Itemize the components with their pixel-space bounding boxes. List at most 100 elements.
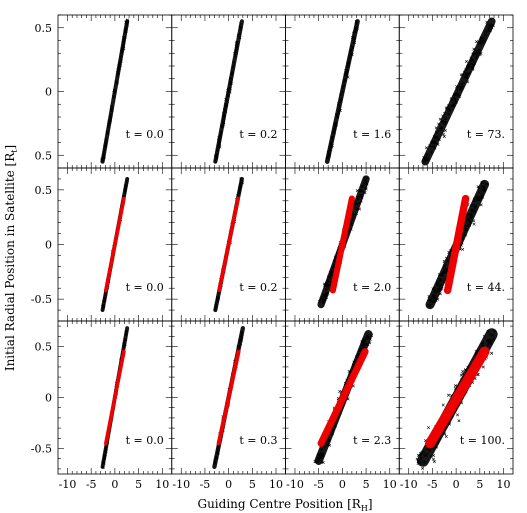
data-point xyxy=(444,434,448,439)
data-point xyxy=(481,365,485,369)
stripped-segment xyxy=(443,194,470,295)
time-label: t = 100. xyxy=(460,434,505,447)
x-tick-label: -5 xyxy=(313,478,324,491)
panel-r3-c1: t = 0.0 xyxy=(57,320,173,475)
stripped-segment xyxy=(317,348,369,447)
time-label: t = 0.0 xyxy=(126,281,164,294)
x-tick-label: -10 xyxy=(286,478,304,491)
y-tick-label: 0.5 xyxy=(35,184,53,197)
scatter-points xyxy=(415,328,498,470)
time-label: t = 1.6 xyxy=(353,128,391,141)
data-point xyxy=(447,393,451,397)
scatter-points xyxy=(324,19,360,164)
data-point xyxy=(459,373,463,377)
data-point xyxy=(453,384,457,388)
x-tick-label: 10 xyxy=(383,478,397,491)
x-tick-label: 5 xyxy=(476,478,483,491)
panel-r3-c4: t = 100. xyxy=(398,320,514,475)
time-label: t = 2.3 xyxy=(353,434,391,447)
panel-r3-c3: t = 2.3 xyxy=(285,320,400,475)
panel-r1-c2: t = 0.2 xyxy=(171,14,286,169)
stripped-segment xyxy=(217,196,240,293)
y-tick-label: 0 xyxy=(45,239,52,252)
x-tick-label: 0 xyxy=(339,478,346,491)
panel-r2-c1: t = 0.0 xyxy=(57,167,173,322)
x-tick-labels: -10 -5 0 5 10 -10 -5 0 5 10 -10 -5 0 5 10 -10 -5 0 5 10 xyxy=(59,478,511,491)
stream-core xyxy=(213,19,244,164)
time-label: t = 2.0 xyxy=(353,281,391,294)
y-tick-label: 0.5 xyxy=(35,149,53,162)
time-label: t = 0.2 xyxy=(239,128,277,141)
scatter-points xyxy=(317,175,370,309)
x-tick-label: 5 xyxy=(249,478,256,491)
time-label: t = 73. xyxy=(467,128,505,141)
y-axis-label-sub: t xyxy=(10,149,19,153)
data-point xyxy=(338,390,342,394)
x-tick-label: -5 xyxy=(200,478,211,491)
scatter-points xyxy=(213,19,244,164)
y-tick-label: 0.5 xyxy=(35,341,53,354)
data-point xyxy=(427,426,431,430)
scatter-points xyxy=(421,17,496,166)
x-tick-label: 10 xyxy=(269,478,283,491)
x-tick-label: 5 xyxy=(363,478,370,491)
y-tick-label: 0 xyxy=(45,392,52,405)
data-point xyxy=(441,403,445,407)
data-point xyxy=(457,419,461,423)
data-point xyxy=(461,247,465,251)
y-axis-label: Initial Radial Position in Satellite [Rt… xyxy=(3,145,19,371)
panel-r3-c2: t = 0.3 xyxy=(171,320,286,475)
y-tick-label: 0.5 xyxy=(35,22,53,35)
scatter-points xyxy=(100,326,130,469)
x-tick-label: -10 xyxy=(400,478,418,491)
time-label: t = 44. xyxy=(467,281,505,294)
x-tick-label: 0 xyxy=(453,478,460,491)
data-point xyxy=(490,351,494,355)
stripped-segment xyxy=(104,196,126,293)
data-point xyxy=(472,222,476,226)
data-point xyxy=(421,466,425,470)
scatter-points xyxy=(213,176,245,313)
y-tick-label: 0 xyxy=(45,86,52,99)
data-point xyxy=(476,373,480,377)
panel-grid: t = 0.0 t = 0.2 t = 1.6 t = 73. t = 0.0 t = 0… xyxy=(57,14,514,475)
data-point xyxy=(431,457,435,461)
x-tick-label: -5 xyxy=(427,478,438,491)
x-tick-label: 10 xyxy=(155,478,169,491)
stream-core xyxy=(421,17,496,166)
y-tick-labels: 0.5 0 0.5 0.5 0 -0.5 0.5 0 -0.5 xyxy=(31,22,52,456)
y-tick-label: -0.5 xyxy=(31,293,52,306)
stream-core xyxy=(100,19,130,164)
x-tick-label: 10 xyxy=(497,478,511,491)
panel-r1-c3: t = 1.6 xyxy=(285,14,400,169)
stripped-segment xyxy=(216,349,241,446)
x-axis-label-sub: H xyxy=(361,504,368,513)
x-tick-label: 0 xyxy=(225,478,232,491)
scatter-points xyxy=(212,325,246,470)
data-point xyxy=(456,413,460,417)
y-tick-label: -0.5 xyxy=(31,443,52,456)
x-tick-label: 5 xyxy=(135,478,142,491)
scatter-points xyxy=(100,18,130,164)
x-axis-label: Guiding Centre Position [RH] xyxy=(197,497,372,513)
time-label: t = 0.3 xyxy=(239,434,277,447)
time-label: t = 0.0 xyxy=(126,434,164,447)
panel-r2-c3: t = 2.0 xyxy=(285,167,400,322)
stripped-segment xyxy=(329,195,355,294)
scatter-points xyxy=(100,176,130,313)
panel-r2-c4: t = 44. xyxy=(398,167,514,322)
stripped-segment xyxy=(425,346,490,449)
data-point xyxy=(442,134,446,138)
data-point xyxy=(432,460,436,464)
data-point xyxy=(461,370,465,374)
time-label: t = 0.0 xyxy=(126,128,164,141)
panel-r1-c1: t = 0.0 xyxy=(57,14,173,169)
data-point xyxy=(465,59,469,63)
panel-r2-c2: t = 0.2 xyxy=(171,167,286,322)
x-tick-label: 0 xyxy=(111,478,118,491)
x-tick-label: -5 xyxy=(86,478,97,491)
scatter-points xyxy=(313,330,374,465)
x-tick-label: -10 xyxy=(172,478,190,491)
stripped-segment xyxy=(104,349,126,446)
